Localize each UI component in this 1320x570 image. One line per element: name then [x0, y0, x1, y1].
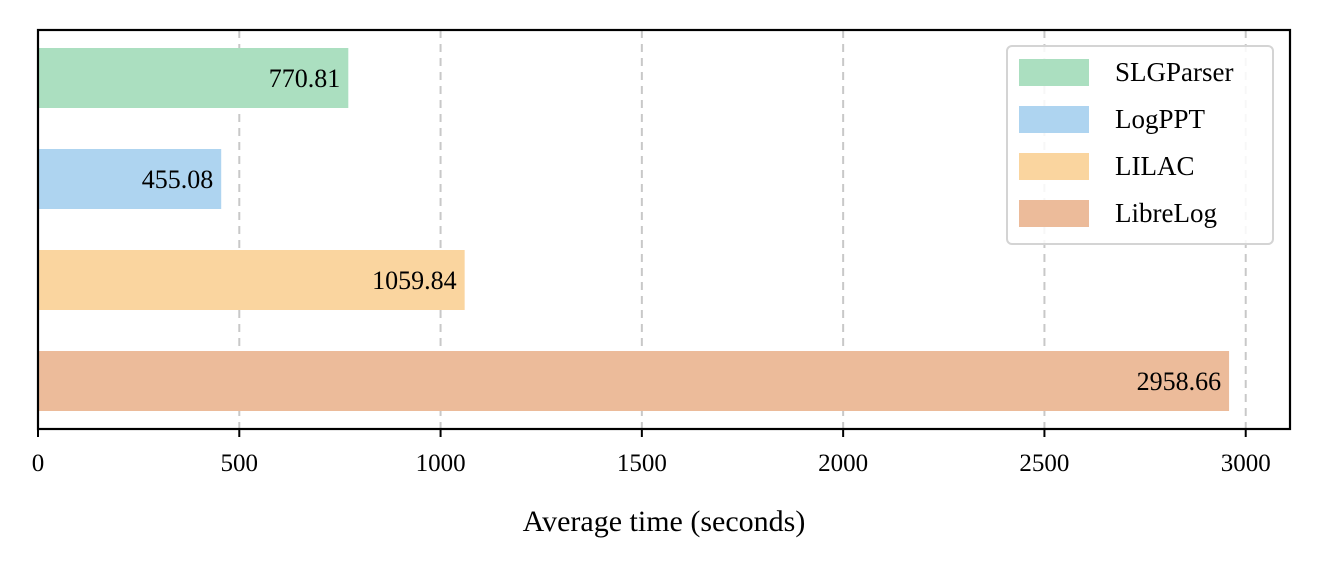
legend-label-lilac: LILAC — [1115, 151, 1194, 181]
legend-swatch-slgparser — [1019, 59, 1089, 86]
bar-value-label-logppt: 455.08 — [142, 165, 214, 194]
bar-lilac — [38, 250, 465, 310]
legend-swatch-lilac — [1019, 153, 1089, 180]
bar-value-label-slgparser: 770.81 — [269, 64, 341, 93]
bar-slgparser — [38, 48, 349, 108]
legend-label-slgparser: SLGParser — [1115, 57, 1233, 87]
x-tick-label-0: 0 — [32, 450, 45, 477]
legend-frame — [1006, 45, 1274, 245]
x-tick-label-500: 500 — [221, 450, 259, 477]
bar-value-labels: 770.81 455.08 1059.84 2958.66 — [142, 64, 1221, 396]
bar-logppt — [38, 149, 222, 209]
legend-swatch-librelog — [1019, 200, 1089, 227]
x-tick-label-2000: 2000 — [818, 450, 868, 477]
legend: SLGParser LogPPT LILAC LibreLog — [1006, 45, 1274, 245]
x-tick-label-2500: 2500 — [1019, 450, 1069, 477]
legend-swatch-logppt — [1019, 106, 1089, 133]
bar-value-label-librelog: 2958.66 — [1137, 367, 1222, 396]
x-tick-label-1500: 1500 — [617, 450, 667, 477]
legend-label-logppt: LogPPT — [1115, 104, 1206, 134]
x-axis-ticks: 0 500 1000 1500 2000 2500 3000 — [32, 429, 1271, 477]
bar-value-label-lilac: 1059.84 — [372, 266, 457, 295]
plot-frame — [36, 28, 1292, 431]
x-tick-label-3000: 3000 — [1221, 450, 1271, 477]
x-axis-label: Average time (seconds) — [523, 505, 806, 538]
bar-librelog — [38, 351, 1230, 411]
bar-layer — [38, 48, 1230, 411]
x-tick-label-1000: 1000 — [416, 450, 466, 477]
legend-label-librelog: LibreLog — [1115, 198, 1217, 228]
